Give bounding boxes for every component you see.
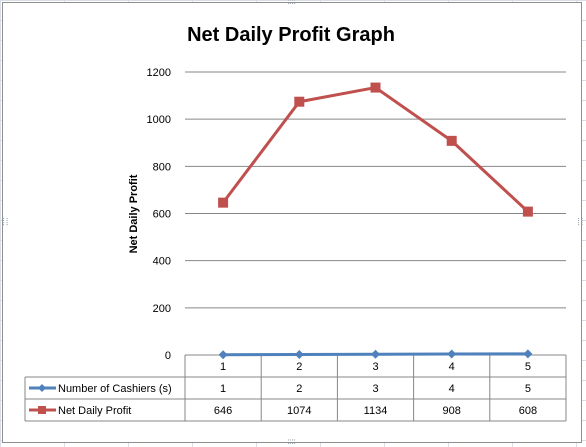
data-point-square xyxy=(446,135,457,146)
x-tick-label: 1 xyxy=(220,361,226,373)
y-tick-label: 0 xyxy=(165,350,171,362)
x-tick-label: 3 xyxy=(372,361,378,373)
table-cell: 608 xyxy=(519,405,537,417)
resize-handle-left[interactable]: :::: xyxy=(0,217,10,226)
y-tick-label: 1200 xyxy=(147,67,171,79)
data-point-square xyxy=(522,206,533,217)
legend-label: Number of Cashiers (s) xyxy=(58,383,172,395)
table-cell: 908 xyxy=(443,405,461,417)
series-layer xyxy=(218,82,533,360)
y-axis-label: Net Daily Profit xyxy=(128,174,140,253)
table-cell: 646 xyxy=(214,405,232,417)
table-cell: 2 xyxy=(296,383,302,395)
y-tick-label: 1000 xyxy=(147,114,171,126)
x-tick-label: 5 xyxy=(525,361,531,373)
table-cell: 1 xyxy=(220,383,226,395)
y-tick-label: 800 xyxy=(153,161,171,173)
data-point-diamond xyxy=(294,350,304,360)
x-tick-label: 2 xyxy=(296,361,302,373)
y-tick-labels: 0 200 400 600 800 1000 1200 xyxy=(147,67,171,362)
resize-handle-top[interactable]: :::: xyxy=(287,0,296,7)
table-cell: 1074 xyxy=(287,405,311,417)
legend-diamond-marker xyxy=(38,384,46,392)
data-point-square xyxy=(370,82,381,93)
table-cell: 1134 xyxy=(364,405,388,417)
data-point-diamond xyxy=(447,349,457,359)
table-cell: 5 xyxy=(525,383,531,395)
data-point-diamond xyxy=(218,350,228,360)
y-tick-label: 400 xyxy=(153,256,171,268)
resize-handle-bottom[interactable]: :::: xyxy=(287,437,296,447)
y-tick-label: 600 xyxy=(153,209,171,221)
data-point-square xyxy=(218,197,229,208)
gridlines xyxy=(185,71,566,309)
resize-handle-right[interactable]: :::: xyxy=(575,217,585,226)
table-cell: 3 xyxy=(372,383,378,395)
y-tick-label: 200 xyxy=(153,303,171,315)
data-point-diamond xyxy=(523,349,533,359)
x-tick-label: 4 xyxy=(449,361,455,373)
chart-title: Net Daily Profit Graph xyxy=(187,24,395,46)
data-point-diamond xyxy=(371,349,380,359)
series-line xyxy=(221,86,529,213)
table-cell: 4 xyxy=(449,383,455,395)
legend-square-marker xyxy=(38,406,46,414)
legend-label: Net Daily Profit xyxy=(58,405,131,417)
data-table: 1 2 3 4 5 Number of Cashiers (s) 1 2 3 4 5 Net Dail… xyxy=(24,354,567,422)
data-point-square xyxy=(294,96,305,107)
